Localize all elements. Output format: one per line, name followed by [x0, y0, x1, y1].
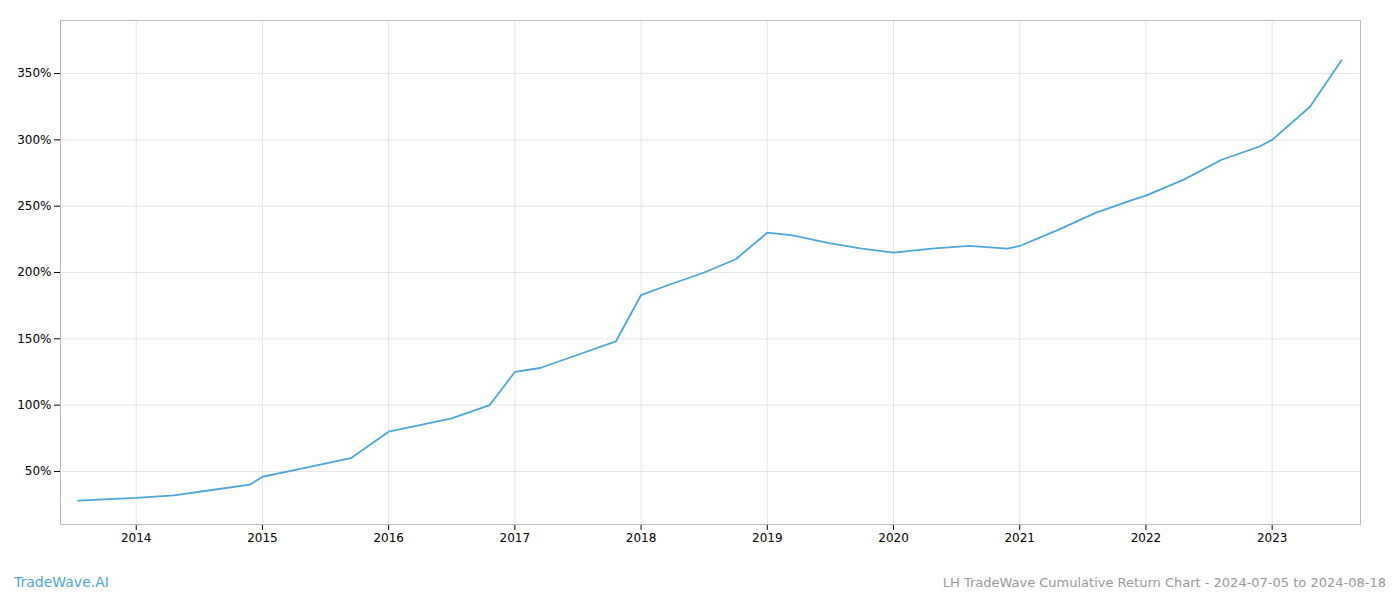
svg-text:2014: 2014	[121, 531, 152, 545]
svg-text:2022: 2022	[1131, 531, 1162, 545]
svg-text:2018: 2018	[626, 531, 657, 545]
svg-text:2021: 2021	[1004, 531, 1035, 545]
svg-text:100%: 100%	[17, 398, 51, 412]
svg-text:50%: 50%	[25, 464, 52, 478]
svg-text:300%: 300%	[17, 133, 51, 147]
svg-text:2015: 2015	[247, 531, 278, 545]
svg-text:350%: 350%	[17, 66, 51, 80]
html-text:TradeWave.AI: TradeWave.AI	[14, 574, 109, 590]
svg-text:250%: 250%	[17, 199, 51, 213]
svg-text:150%: 150%	[17, 332, 51, 346]
html-text:LH TradeWave Cumulative Return: LH TradeWave Cumulative Return Chart - 2…	[942, 575, 1386, 590]
svg-text:2020: 2020	[878, 531, 909, 545]
svg-text:200%: 200%	[17, 265, 51, 279]
svg-text:2023: 2023	[1257, 531, 1288, 545]
svg-text:2016: 2016	[373, 531, 404, 545]
svg-text:2019: 2019	[752, 531, 783, 545]
svg-text:2017: 2017	[500, 531, 531, 545]
